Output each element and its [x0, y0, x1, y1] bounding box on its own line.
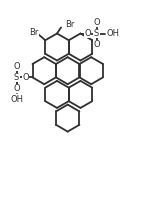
Text: O: O	[13, 84, 20, 93]
Text: O: O	[93, 40, 100, 49]
Text: O: O	[13, 62, 20, 71]
Text: O: O	[22, 73, 29, 82]
Text: S: S	[14, 73, 19, 82]
Text: S: S	[94, 29, 99, 38]
Text: Br: Br	[65, 20, 74, 29]
Text: OH: OH	[10, 95, 23, 104]
Text: O: O	[93, 18, 100, 27]
Text: OH: OH	[107, 29, 120, 38]
Text: O: O	[84, 29, 91, 38]
Text: Br: Br	[30, 28, 39, 37]
